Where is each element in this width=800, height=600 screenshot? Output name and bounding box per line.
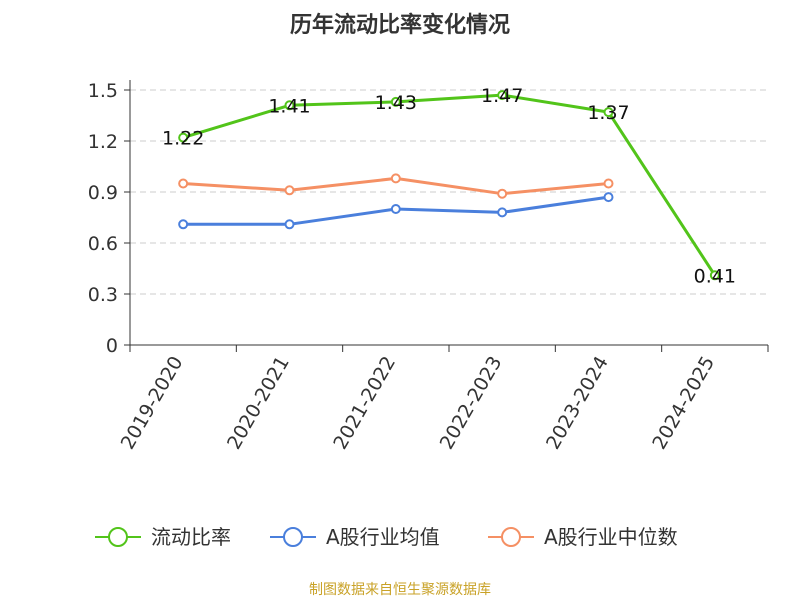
data-label: 1.37 xyxy=(587,102,629,124)
data-label: 1.43 xyxy=(375,92,417,114)
series-point-0 xyxy=(178,132,189,143)
x-tick-label: 2019-2020 xyxy=(117,353,188,454)
x-tick-label: 2022-2023 xyxy=(436,352,507,453)
legend-label: A股行业中位数 xyxy=(544,525,678,549)
series-point-0 xyxy=(603,107,614,118)
y-tick-label: 0 xyxy=(106,335,118,357)
series-point-1 xyxy=(497,207,508,218)
data-label: 1.47 xyxy=(481,85,523,107)
legend-label: 流动比率 xyxy=(151,525,231,549)
legend-item: A股行业中位数 xyxy=(488,525,678,549)
series-point-0 xyxy=(497,90,508,101)
series-point-2 xyxy=(284,185,295,196)
grid xyxy=(130,89,768,295)
x-tick-label: 2021-2022 xyxy=(329,353,400,454)
y-tick-label: 1.5 xyxy=(88,80,118,102)
legend: 流动比率 A股行业均值 A股行业中位数 xyxy=(95,525,678,549)
source-note: 制图数据来自恒生聚源数据库 xyxy=(309,582,491,598)
series-point-1 xyxy=(284,219,295,230)
series-point-2 xyxy=(603,178,614,189)
series-layer xyxy=(178,90,720,281)
data-label: 1.22 xyxy=(162,128,204,150)
series-point-1 xyxy=(603,192,614,203)
series-point-1 xyxy=(390,204,401,214)
series-point-2 xyxy=(497,188,508,199)
x-tick-label: 2024-2025 xyxy=(648,353,719,454)
x-tick-label: 2023-2024 xyxy=(542,353,613,454)
series-point-1 xyxy=(178,219,189,230)
series-point-0 xyxy=(709,270,720,281)
y-tick-label: 0.9 xyxy=(88,182,118,204)
legend-swatch-marker xyxy=(108,527,128,547)
series-line-0 xyxy=(182,93,717,277)
data-label: 1.41 xyxy=(268,95,310,117)
y-tick-label: 0.3 xyxy=(88,284,118,306)
data-label: 0.41 xyxy=(694,265,736,287)
series-point-0 xyxy=(390,96,401,107)
x-tick-label: 2020-2021 xyxy=(223,353,294,454)
series-point-0 xyxy=(284,100,295,111)
legend-swatch-marker xyxy=(283,527,303,547)
data-labels: 1.22 1.41 1.43 1.47 1.37 0.41 xyxy=(162,85,736,287)
legend-item: 流动比率 xyxy=(95,525,231,549)
series-point-2 xyxy=(178,178,189,189)
legend-label: A股行业均值 xyxy=(326,525,440,549)
y-tick-label: 1.2 xyxy=(88,131,118,153)
series-point-2 xyxy=(390,173,401,184)
y-tick-label: 0.6 xyxy=(88,233,118,255)
legend-item: A股行业均值 xyxy=(270,525,440,549)
legend-swatch-marker xyxy=(501,527,521,547)
chart-title: 历年流动比率变化情况 xyxy=(290,12,510,38)
